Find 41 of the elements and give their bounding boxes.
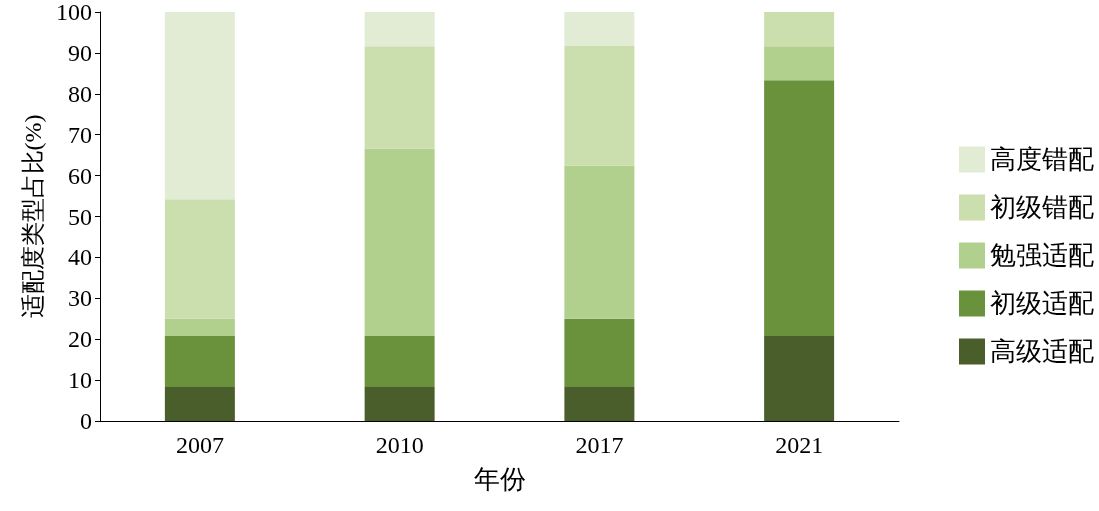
bar [364,387,435,421]
bar [164,335,235,388]
bar [164,12,235,200]
bar [564,165,635,319]
y-tick-label: 100 [56,0,92,25]
y-tick-label: 80 [68,80,92,107]
bar [764,46,835,81]
x-tick-label: 2007 [175,432,224,458]
y-tick-label: 70 [68,121,92,148]
y-tick-label: 90 [68,39,92,66]
bar [564,12,635,46]
x-tick-label: 2017 [575,432,624,458]
bar [364,46,435,149]
y-tick-label: 10 [68,367,92,394]
y-tick-label: 40 [68,244,92,271]
bar [564,318,635,388]
bar [764,80,835,336]
x-axis-title: 年份 [473,464,526,494]
legend-label: 初级适配 [990,289,1094,318]
y-tick-label: 50 [68,203,92,230]
legend-label: 高度错配 [990,145,1094,174]
bar [764,335,835,421]
legend-label: 高级适配 [990,337,1094,366]
legend-label: 初级错配 [990,193,1094,222]
y-tick-label: 20 [68,326,92,353]
x-tick-label: 2010 [375,432,424,458]
y-tick-label: 60 [68,162,92,189]
bar [164,199,235,319]
bar [764,12,835,47]
bar [564,387,635,421]
bar [164,387,235,421]
legend-label: 勉强适配 [990,241,1094,270]
y-axis-title: 适配度类型占比(%) [20,114,47,319]
x-tick-label: 2021 [775,432,824,458]
bar [564,45,635,166]
bar [364,148,435,336]
bar [164,318,235,336]
y-tick-label: 0 [80,408,92,434]
bar [364,335,435,388]
y-tick-label: 30 [68,285,92,312]
bar [364,12,435,47]
